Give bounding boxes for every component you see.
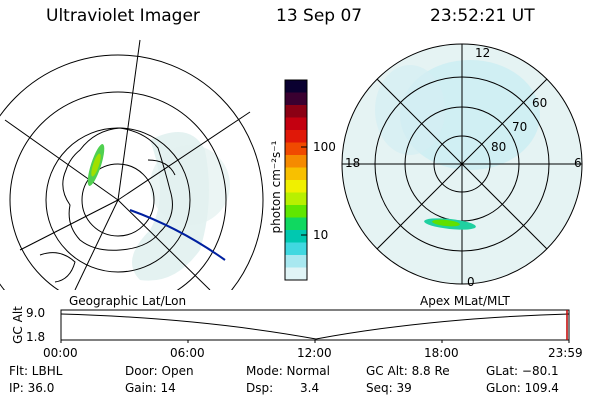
mlt-label-6: 6: [574, 156, 582, 170]
mlt-label-18: 18: [345, 156, 361, 170]
seq-info: Seq: 39: [366, 381, 412, 395]
instrument-title: Ultraviolet Imager: [46, 6, 200, 26]
dsp-info-value: 3.4: [300, 381, 320, 395]
ip-info: IP: 36.0: [9, 381, 55, 395]
mode-info: Mode: Normal: [246, 364, 330, 378]
colorbar-band: [285, 117, 307, 131]
gc-alt-info: GC Alt: 8.8 Re: [366, 364, 450, 378]
colorbar-band: [285, 180, 307, 193]
colorbar-band: [285, 230, 307, 243]
date-label: 13 Sep 07: [276, 6, 363, 26]
altitude-timeline: [60, 309, 570, 343]
colorbar-band: [285, 167, 307, 181]
colorbar-tick-label-100: 100: [313, 140, 336, 154]
glon-info: GLon: 109.4: [486, 381, 559, 395]
time-label: 23:52:21 UT: [430, 6, 535, 26]
timeline-x-tick-4: 23:59: [548, 346, 583, 360]
filter-info: Flt: LBHL: [9, 364, 63, 378]
colorbar-band: [285, 80, 307, 93]
gain-info: Gain: 14: [125, 381, 176, 395]
colorbar-band: [285, 192, 307, 206]
timeline-y-tick-low: 1.8: [26, 330, 46, 344]
glat-info: GLat: −80.1: [486, 364, 559, 378]
mlt-label-12: 12: [475, 46, 491, 60]
timeline-x-tick-2: 12:00: [297, 346, 332, 360]
colorbar: [285, 80, 307, 281]
timeline-y-tick-high: 9.0: [26, 306, 46, 320]
colorbar-band: [285, 267, 307, 281]
colorbar-unit-label: photon cm⁻²s⁻¹: [269, 140, 283, 234]
lat-label-60: 60: [532, 96, 548, 110]
colorbar-band: [285, 242, 307, 256]
lat-label-70: 70: [512, 120, 528, 134]
dsp-info-label: Dsp:: [246, 381, 274, 395]
colorbar-band: [285, 205, 307, 218]
timeline-y-label: GC Alt: [11, 306, 25, 344]
colorbar-band: [285, 105, 307, 118]
colorbar-band: [285, 155, 307, 168]
colorbar-band: [285, 130, 307, 143]
colorbar-tick-label-10: 10: [313, 228, 329, 242]
geographic-map: [0, 39, 264, 290]
right-map-caption: Apex MLat/MLT: [420, 294, 510, 308]
left-map-caption: Geographic Lat/Lon: [69, 294, 187, 308]
door-info: Door: Open: [125, 364, 194, 378]
mlt-label-0: 0: [467, 275, 475, 289]
timeline-x-tick-1: 06:00: [170, 346, 205, 360]
polar-map: [341, 43, 583, 285]
colorbar-band: [285, 255, 307, 268]
colorbar-frame: [284, 79, 308, 281]
colorbar-band: [285, 142, 307, 156]
timeline-x-tick-0: 00:00: [43, 346, 78, 360]
colorbar-band: [285, 92, 307, 106]
colorbar-band: [285, 217, 307, 231]
lat-label-80: 80: [491, 140, 507, 154]
timeline-x-tick-3: 18:00: [424, 346, 459, 360]
